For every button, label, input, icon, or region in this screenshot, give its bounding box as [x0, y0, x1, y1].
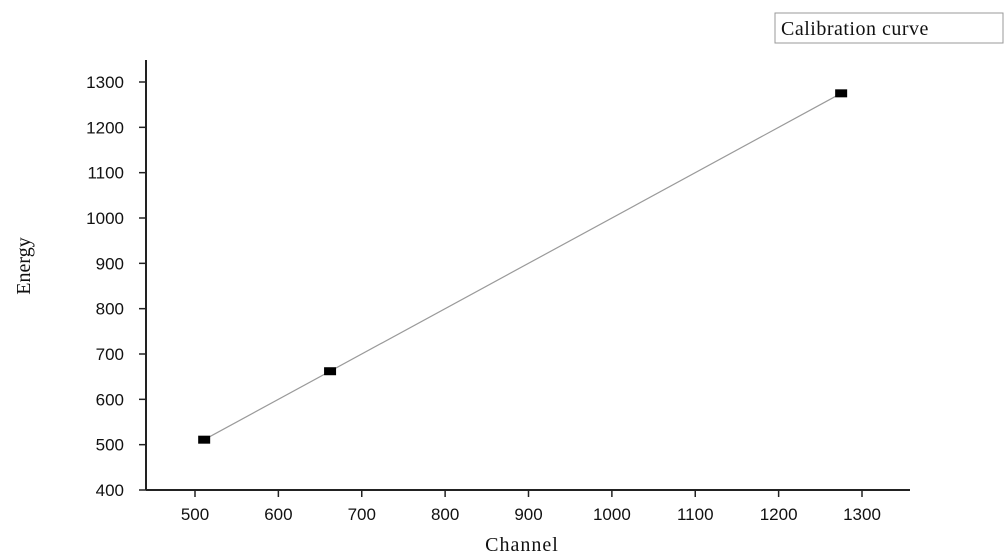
x-tick-group: 500 600 700 800 900 1000 1100 1200 1300: [181, 490, 881, 524]
x-tick-label: 1300: [843, 505, 881, 524]
x-tick-label: 1200: [760, 505, 798, 524]
fit-line: [203, 92, 842, 441]
legend-box: [774, 12, 1004, 44]
x-tick-label: 500: [181, 505, 209, 524]
data-point-marker: [835, 89, 848, 98]
x-tick-label: 800: [431, 505, 459, 524]
legend: Calibration curve: [774, 12, 1004, 44]
y-tick-label: 600: [96, 390, 124, 409]
fit-line-group: [203, 92, 842, 441]
x-axis-title: Channel: [485, 534, 559, 556]
axes: [145, 60, 910, 491]
data-points: [198, 89, 848, 444]
x-tick-label: 700: [348, 505, 376, 524]
y-tick-label: 900: [96, 254, 124, 273]
y-tick-label: 500: [96, 436, 124, 455]
y-tick-label: 1100: [87, 164, 124, 183]
y-tick-label: 700: [96, 345, 124, 364]
x-tick-label: 1000: [593, 505, 631, 524]
x-tick-label: 900: [514, 505, 542, 524]
y-tick-label: 1200: [86, 118, 124, 137]
y-axis-title: Energy: [13, 237, 35, 294]
y-tick-label: 400: [96, 481, 124, 500]
x-tick-label: 600: [264, 505, 292, 524]
x-tick-label: 1100: [677, 505, 714, 524]
y-tick-label: 1300: [86, 73, 124, 92]
data-point-marker: [324, 367, 337, 376]
data-point-marker: [198, 435, 211, 444]
legend-label: Calibration curve: [781, 18, 929, 40]
y-tick-label: 800: [96, 300, 124, 319]
y-tick-group: 400 500 600 700 800 900 1000 1100 1200 1300: [86, 73, 146, 500]
y-tick-label: 1000: [86, 209, 124, 228]
